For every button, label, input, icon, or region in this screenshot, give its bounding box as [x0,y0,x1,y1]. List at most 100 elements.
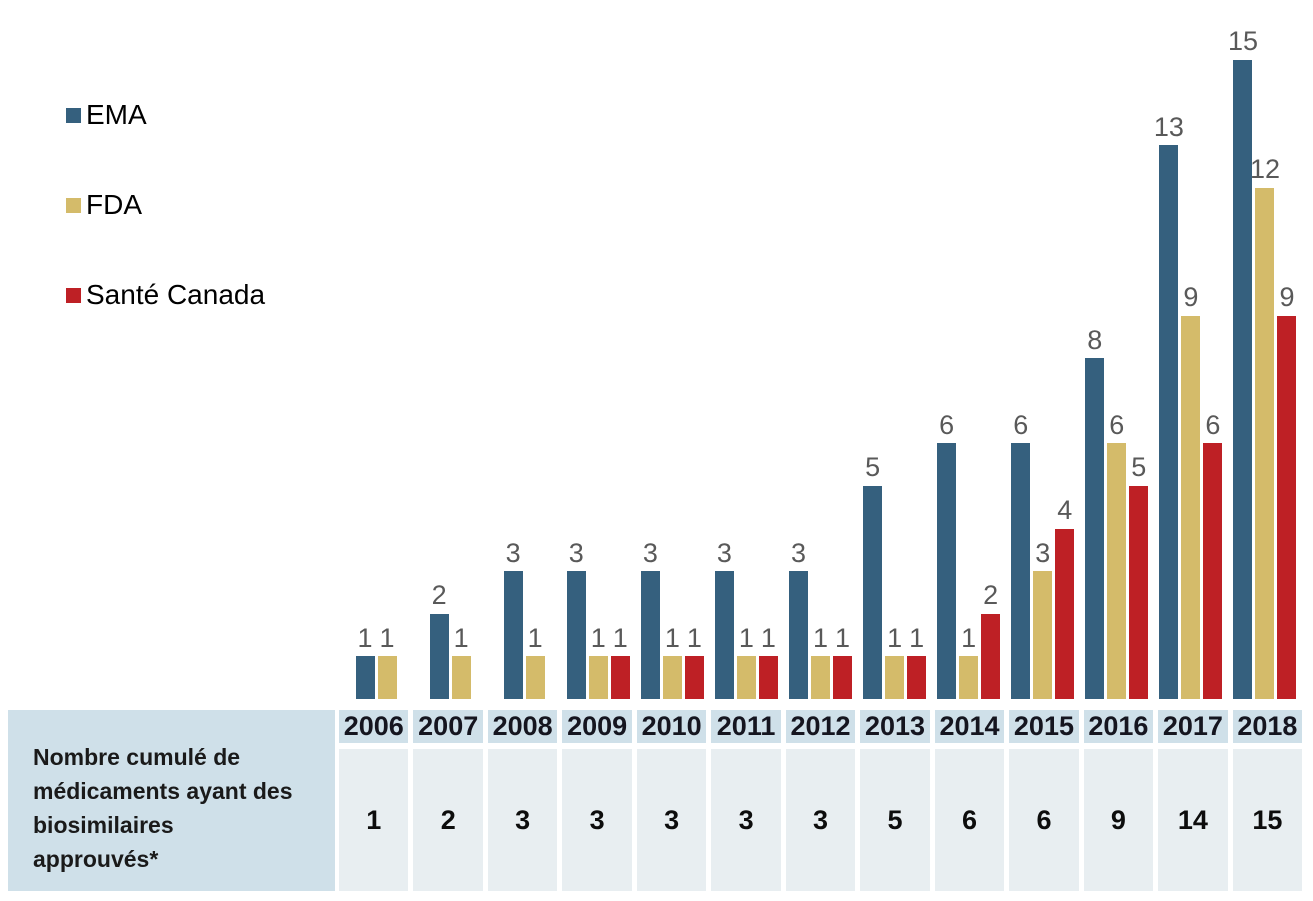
sante-canada-bar [907,656,927,699]
sante-canada-bar [684,656,704,699]
bar-ema-2016: 8 [1085,325,1105,699]
bar-ema-2012: 3 [789,538,808,699]
sante-canada-bar [1203,443,1223,699]
fda-bar [377,656,397,699]
fda-bar [811,656,830,699]
year-value-cell: 3 [785,749,856,891]
bar-value-label: 1 [909,622,925,653]
row-label-line: Nombre cumulé de [33,744,241,770]
year-value-cell: 14 [1158,749,1228,891]
bar-fda-2007: 1 [451,623,471,699]
year-column-2018: 2018 15 [1232,710,1303,891]
year-header-cell: 2017 [1158,710,1228,743]
sante-canada-bar [758,656,778,699]
bar-value-label: 9 [1183,281,1199,312]
bar-group-2018: 15 12 9 [1228,0,1302,699]
sante-canada-bar [981,613,1001,699]
fda-bar [588,656,608,699]
bar-fda-2010: 1 [662,623,682,699]
bar-ema-2017: 13 [1154,112,1184,699]
bar-value-label: 6 [939,409,955,440]
year-value-cell: 3 [487,749,558,891]
ema-bar [1233,60,1253,699]
legend-item-fda: FDA [66,191,265,219]
fda-bar [1033,571,1053,699]
ema-bar [714,571,734,699]
bar-fda-2014: 1 [959,623,979,699]
bar-value-label: 3 [1035,537,1051,568]
bar-ema-2014: 6 [937,410,957,699]
bar-group-2017: 13 9 6 [1154,0,1228,699]
legend-label: FDA [86,189,142,220]
bar-value-label: 6 [1109,409,1125,440]
year-header-cell: 2015 [1009,710,1079,743]
year-value-cell: 9 [1083,749,1154,891]
bar-value-label: 1 [887,622,903,653]
bar-value-label: 5 [1131,452,1147,483]
year-column-2009: 2009 3 [562,710,632,891]
year-column-2017: 2017 14 [1158,710,1228,891]
bar-ema-2009: 3 [566,538,586,699]
sante-canada-swatch-icon [66,287,81,303]
bar-fda-2018: 12 [1250,154,1280,699]
year-column-2007: 2007 2 [413,710,483,891]
ema-bar [863,486,883,699]
bar-value-label: 2 [983,580,999,611]
year-column-2011: 2011 3 [711,710,781,891]
year-column-2010: 2010 3 [636,710,707,891]
bar-sante-canada-2014: 2 [981,580,1001,699]
ema-swatch-icon [66,107,81,123]
bar-value-label: 1 [527,622,543,653]
year-column-2008: 2008 3 [487,710,558,891]
bar-sante-canada-2012: 1 [833,623,852,699]
bar-value-label: 3 [716,537,732,568]
bar-sante-canada-2017: 6 [1203,410,1223,699]
year-column-2014: 2014 6 [934,710,1005,891]
bar-value-label: 5 [865,452,881,483]
bar-value-label: 1 [379,622,395,653]
bar-sante-canada-2010: 1 [684,623,704,699]
year-value-cell: 6 [934,749,1005,891]
year-header-cell: 2012 [785,710,856,743]
year-value-cell: 3 [711,749,781,891]
bar-fda-2016: 6 [1107,410,1127,699]
bar-chart: 1 1 2 1 3 1 3 1 1 3 1 1 3 1 1 3 1 1 5 1 1 6 1 2 6 3 4 8 6 5 13 9 6 15 12 9 [339,0,1302,699]
row-label-cell: Nombre cumulé de médicaments ayant des bio… [8,710,335,891]
sante-canada-bar [1055,528,1075,699]
ema-bar [355,656,375,699]
year-value-cell: 2 [413,749,483,891]
bar-value-label: 3 [642,537,658,568]
bar-value-label: 6 [1013,409,1029,440]
ema-bar [429,613,449,699]
bar-fda-2012: 1 [811,623,830,699]
fda-bar [1107,443,1127,699]
sante-canada-bar [610,656,630,699]
bar-fda-2011: 1 [736,623,756,699]
year-column-2015: 2015 6 [1009,710,1079,891]
bar-ema-2011: 3 [714,538,734,699]
bar-ema-2015: 6 [1011,410,1031,699]
year-header-cell: 2018 [1232,710,1303,743]
fda-bar [1255,187,1275,699]
year-value-cell: 3 [636,749,707,891]
bar-fda-2013: 1 [885,623,905,699]
bar-sante-canada-2016: 5 [1129,453,1149,699]
bar-value-label: 1 [590,622,606,653]
legend-item-santé-canada: Santé Canada [66,281,265,309]
bar-value-label: 15 [1227,26,1258,57]
row-label-line: approuvés* [33,846,159,872]
year-value-cell: 1 [339,749,409,891]
legend-label: Santé Canada [86,279,266,310]
fda-bar [736,656,756,699]
bar-value-label: 1 [686,622,702,653]
bar-ema-2008: 3 [503,538,523,699]
bar-sante-canada-2015: 4 [1055,495,1075,699]
ema-bar [1011,443,1031,699]
bar-value-label: 1 [760,622,776,653]
